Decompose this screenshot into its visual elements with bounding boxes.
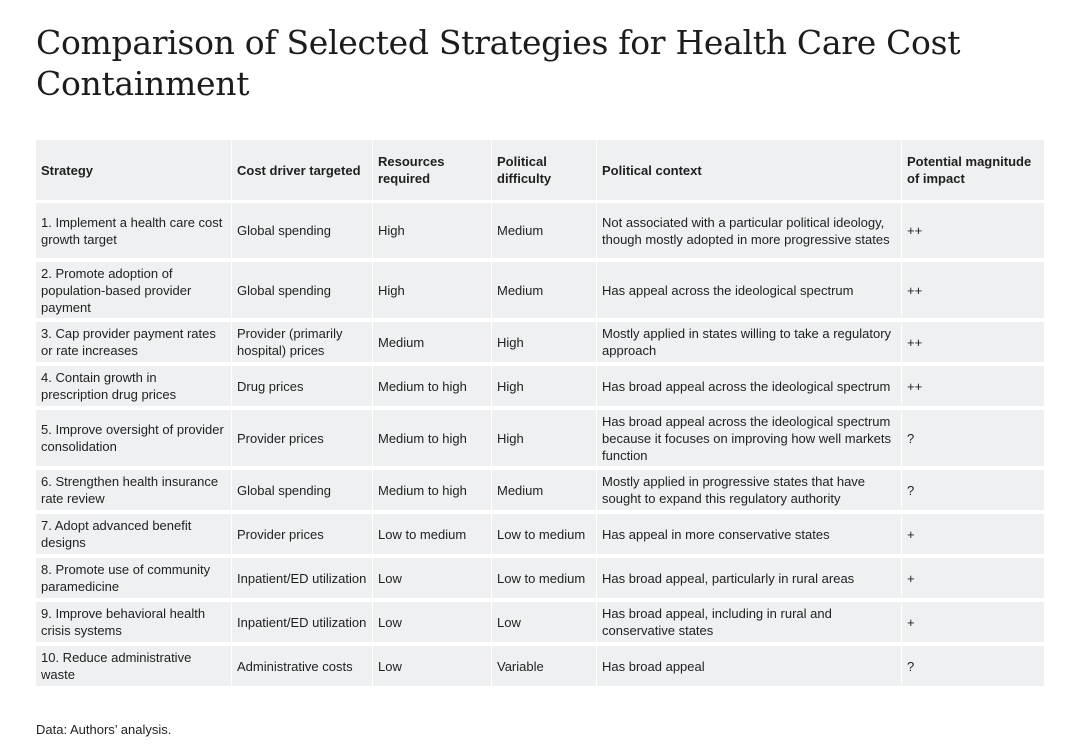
header-cost-driver: Cost driver targeted bbox=[231, 140, 372, 203]
cell-cost-driver: Inpatient/ED utilization bbox=[231, 558, 372, 602]
cell-impact: + bbox=[901, 514, 1044, 558]
source-note: Data: Authors’ analysis. bbox=[36, 722, 172, 737]
cell-difficulty: Low to medium bbox=[491, 514, 596, 558]
cell-impact: ? bbox=[901, 470, 1044, 514]
cell-resources: Low bbox=[372, 602, 491, 646]
header-impact: Potential magnitude of impact bbox=[901, 140, 1044, 203]
table-row: 3. Cap provider payment rates or rate in… bbox=[36, 322, 1044, 366]
table-row: 9. Improve behavioral health crisis syst… bbox=[36, 602, 1044, 646]
cell-cost-driver: Provider (primarily hospital) prices bbox=[231, 322, 372, 366]
table-row: 5. Improve oversight of provider consoli… bbox=[36, 410, 1044, 470]
cell-context: Has broad appeal, particularly in rural … bbox=[596, 558, 901, 602]
cell-strategy: 3. Cap provider payment rates or rate in… bbox=[36, 322, 231, 366]
cell-strategy: 10. Reduce administrative waste bbox=[36, 646, 231, 690]
cell-difficulty: Low bbox=[491, 602, 596, 646]
cell-resources: Low bbox=[372, 646, 491, 690]
cell-context: Mostly applied in progressive states tha… bbox=[596, 470, 901, 514]
cell-resources: Low to medium bbox=[372, 514, 491, 558]
cell-cost-driver: Drug prices bbox=[231, 366, 372, 410]
cell-context: Has broad appeal bbox=[596, 646, 901, 690]
table-row: 6. Strengthen health insurance rate revi… bbox=[36, 470, 1044, 514]
cell-strategy: 7. Adopt advanced benefit designs bbox=[36, 514, 231, 558]
cell-difficulty: Medium bbox=[491, 203, 596, 262]
cell-resources: High bbox=[372, 262, 491, 322]
cell-difficulty: High bbox=[491, 366, 596, 410]
cell-context: Has broad appeal across the ideological … bbox=[596, 366, 901, 410]
cell-cost-driver: Global spending bbox=[231, 470, 372, 514]
cell-context: Has broad appeal across the ideological … bbox=[596, 410, 901, 470]
cell-resources: Medium to high bbox=[372, 410, 491, 470]
header-row: Strategy Cost driver targeted Resources … bbox=[36, 140, 1044, 203]
cell-cost-driver: Provider prices bbox=[231, 410, 372, 470]
header-strategy: Strategy bbox=[36, 140, 231, 203]
cell-cost-driver: Administrative costs bbox=[231, 646, 372, 690]
table-row: 7. Adopt advanced benefit designs Provid… bbox=[36, 514, 1044, 558]
cell-impact: ++ bbox=[901, 322, 1044, 366]
cell-resources: Low bbox=[372, 558, 491, 602]
cell-impact: ++ bbox=[901, 262, 1044, 322]
cell-impact: ++ bbox=[901, 366, 1044, 410]
cell-strategy: 9. Improve behavioral health crisis syst… bbox=[36, 602, 231, 646]
cell-context: Has appeal in more conservative states bbox=[596, 514, 901, 558]
cell-cost-driver: Provider prices bbox=[231, 514, 372, 558]
cell-resources: Medium bbox=[372, 322, 491, 366]
cell-strategy: 6. Strengthen health insurance rate revi… bbox=[36, 470, 231, 514]
table-header: Strategy Cost driver targeted Resources … bbox=[36, 140, 1044, 203]
header-context: Political context bbox=[596, 140, 901, 203]
cell-impact: ? bbox=[901, 646, 1044, 690]
strategy-table: Strategy Cost driver targeted Resources … bbox=[36, 140, 1044, 690]
table-row: 2. Promote adoption of population-based … bbox=[36, 262, 1044, 322]
cell-impact: + bbox=[901, 558, 1044, 602]
cell-resources: Medium to high bbox=[372, 470, 491, 514]
cell-impact: ++ bbox=[901, 203, 1044, 262]
header-difficulty: Political difficulty bbox=[491, 140, 596, 203]
cell-strategy: 4. Contain growth in prescription drug p… bbox=[36, 366, 231, 410]
cell-impact: ? bbox=[901, 410, 1044, 470]
cell-difficulty: Variable bbox=[491, 646, 596, 690]
cell-difficulty: Medium bbox=[491, 470, 596, 514]
cell-strategy: 5. Improve oversight of provider consoli… bbox=[36, 410, 231, 470]
table-row: 10. Reduce administrative waste Administ… bbox=[36, 646, 1044, 690]
cell-context: Mostly applied in states willing to take… bbox=[596, 322, 901, 366]
cell-context: Not associated with a particular politic… bbox=[596, 203, 901, 262]
table-body: 1. Implement a health care cost growth t… bbox=[36, 203, 1044, 690]
table-row: 4. Contain growth in prescription drug p… bbox=[36, 366, 1044, 410]
cell-strategy: 8. Promote use of community paramedicine bbox=[36, 558, 231, 602]
cell-resources: Medium to high bbox=[372, 366, 491, 410]
cell-cost-driver: Global spending bbox=[231, 203, 372, 262]
cell-strategy: 2. Promote adoption of population-based … bbox=[36, 262, 231, 322]
table-row: 1. Implement a health care cost growth t… bbox=[36, 203, 1044, 262]
cell-resources: High bbox=[372, 203, 491, 262]
cell-difficulty: High bbox=[491, 410, 596, 470]
cell-context: Has appeal across the ideological spectr… bbox=[596, 262, 901, 322]
cell-cost-driver: Inpatient/ED utilization bbox=[231, 602, 372, 646]
page-title: Comparison of Selected Strategies for He… bbox=[36, 23, 961, 103]
table-row: 8. Promote use of community paramedicine… bbox=[36, 558, 1044, 602]
cell-strategy: 1. Implement a health care cost growth t… bbox=[36, 203, 231, 262]
cell-impact: + bbox=[901, 602, 1044, 646]
cell-cost-driver: Global spending bbox=[231, 262, 372, 322]
cell-difficulty: High bbox=[491, 322, 596, 366]
cell-difficulty: Medium bbox=[491, 262, 596, 322]
cell-difficulty: Low to medium bbox=[491, 558, 596, 602]
header-resources: Resources required bbox=[372, 140, 491, 203]
cell-context: Has broad appeal, including in rural and… bbox=[596, 602, 901, 646]
